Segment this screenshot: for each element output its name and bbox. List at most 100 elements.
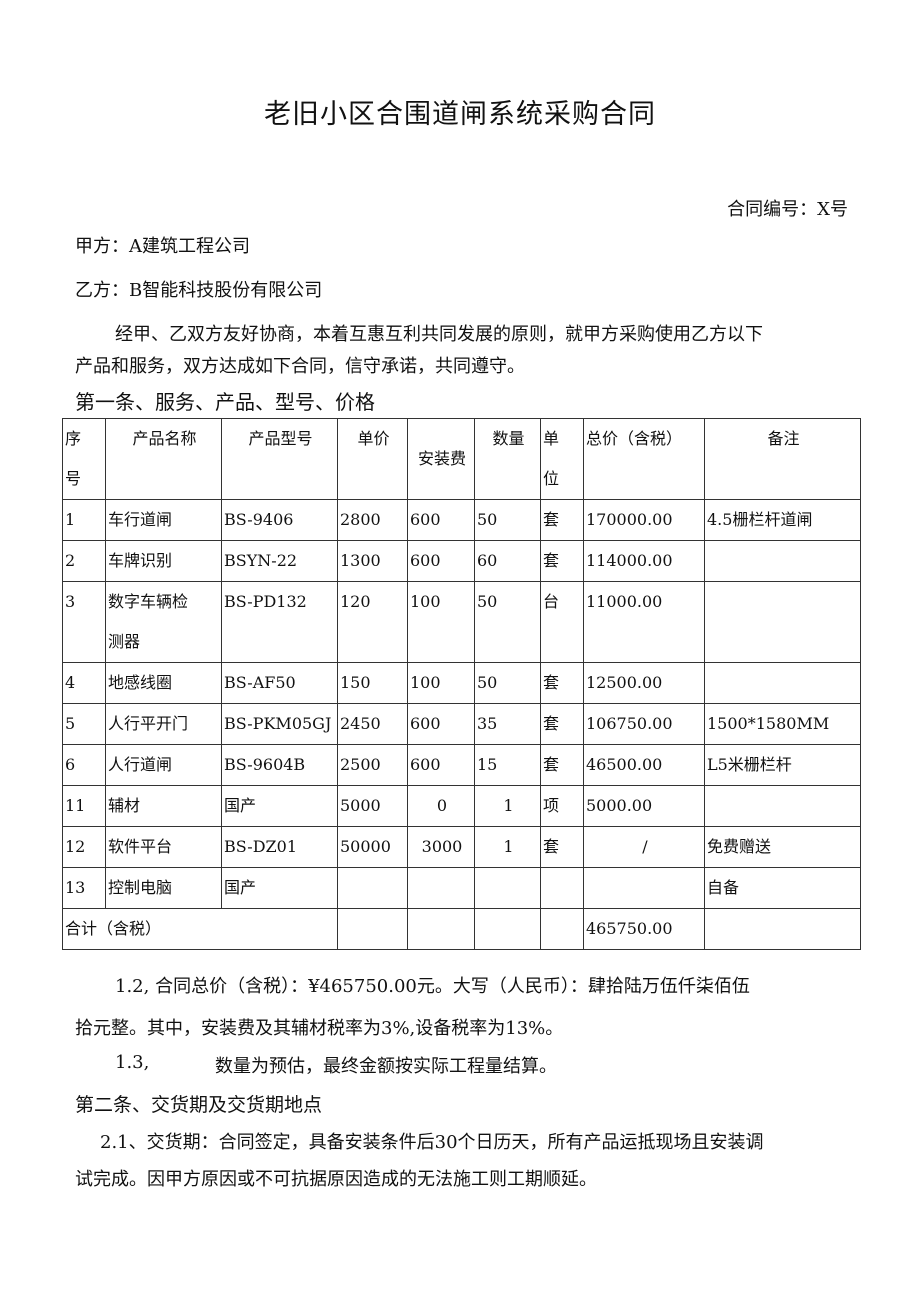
cell-model: 国产: [221, 867, 338, 909]
page-title: 老旧小区合围道闸系统采购合同: [264, 99, 656, 130]
cell-price: 1300: [337, 540, 408, 582]
cell-qty: 35: [474, 703, 541, 745]
header-price: 单价: [337, 418, 408, 500]
header-note: 备注: [704, 418, 861, 500]
cell-unit: [540, 867, 584, 909]
cell-model: BS-PD132: [221, 581, 338, 663]
header-install: 安装费: [407, 418, 475, 500]
empty-cell: [337, 908, 408, 950]
cell-price: 2450: [337, 703, 408, 745]
sum-row: 合计（含税） 465750.00: [62, 908, 861, 950]
header-model: 产品型号: [221, 418, 338, 500]
cell-note: [704, 785, 861, 827]
contract-number: 合同编号：X号: [727, 199, 848, 220]
cell-price: 2500: [337, 744, 408, 786]
cell-name: 软件平台: [105, 826, 222, 868]
sum-label: 合计（含税）: [62, 908, 338, 950]
cell-seq: 1: [62, 499, 106, 541]
cell-qty: 1: [474, 785, 541, 827]
cell-seq: 4: [62, 662, 106, 704]
header-unit: 单位: [540, 418, 584, 500]
cell-unit: 套: [540, 826, 584, 868]
cell-note: [704, 540, 861, 582]
cell-note: 免费赠送: [704, 826, 861, 868]
cell-model: BS-DZ01: [221, 826, 338, 868]
table-row: 3 数字车辆检 测器 BS-PD132 120 100 50 台 11000.00: [62, 581, 861, 663]
cell-qty: 1: [474, 826, 541, 868]
cell-model: BS-9604B: [221, 744, 338, 786]
cell-note: L5米栅栏杆: [704, 744, 861, 786]
cell-qty: 50: [474, 499, 541, 541]
sum-total: 465750.00: [583, 908, 705, 950]
cell-seq: 3: [62, 581, 106, 663]
cell-install: 100: [407, 662, 475, 704]
party-b: 乙方：B智能科技股份有限公司: [75, 280, 323, 301]
cell-price: 2800: [337, 499, 408, 541]
cell-total: /: [583, 826, 705, 868]
empty-cell: [474, 908, 541, 950]
cell-install: 600: [407, 499, 475, 541]
party-a: 甲方：A建筑工程公司: [75, 236, 250, 257]
cell-model: BSYN-22: [221, 540, 338, 582]
cell-install: [407, 867, 475, 909]
clause-2-1-line-1: 2.1、交货期：合同签定，具备安装条件后30个日历天，所有产品运抵现场且安装调: [100, 1132, 764, 1153]
cell-unit: 项: [540, 785, 584, 827]
cell-unit: 套: [540, 744, 584, 786]
table-row: 6 人行道闸 BS-9604B 2500 600 15 套 46500.00 L5米栅栏杆: [62, 744, 861, 786]
cell-name: 车牌识别: [105, 540, 222, 582]
clause-1-3-number: 1.3,: [115, 1052, 150, 1073]
cell-unit: 套: [540, 703, 584, 745]
intro-line-1: 经甲、乙双方友好协商，本着互惠互利共同发展的原则，就甲方采购使用乙方以下: [115, 324, 763, 345]
cell-unit: 套: [540, 662, 584, 704]
cell-qty: 60: [474, 540, 541, 582]
cell-name: 车行道闸: [105, 499, 222, 541]
cell-total: 170000.00: [583, 499, 705, 541]
cell-qty: 50: [474, 581, 541, 663]
cell-seq: 5: [62, 703, 106, 745]
cell-total: 114000.00: [583, 540, 705, 582]
clause-1-3: 数量为预估，最终金额按实际工程量结算。: [215, 1056, 557, 1077]
cell-total: 46500.00: [583, 744, 705, 786]
header-total: 总价（含税）: [583, 418, 705, 500]
cell-install: 100: [407, 581, 475, 663]
clause-1-2-line-1: 1.2, 合同总价（含税）：¥465750.00元。大写（人民币）：肆拾陆万伍仟…: [115, 976, 750, 997]
cell-price: 120: [337, 581, 408, 663]
cell-name: 辅材: [105, 785, 222, 827]
cell-name: 人行平开门: [105, 703, 222, 745]
header-name: 产品名称: [105, 418, 222, 500]
cell-note: 4.5栅栏杆道闸: [704, 499, 861, 541]
empty-cell: [407, 908, 475, 950]
cell-install: 600: [407, 540, 475, 582]
cell-name: 地感线圈: [105, 662, 222, 704]
cell-price: 50000: [337, 826, 408, 868]
table-row: 4 地感线圈 BS-AF50 150 100 50 套 12500.00: [62, 662, 861, 704]
clause-1-2-line-2: 拾元整。其中，安装费及其辅材税率为3%,设备税率为13%。: [75, 1018, 564, 1039]
cell-model: 国产: [221, 785, 338, 827]
section-1-heading: 第一条、服务、产品、型号、价格: [75, 390, 375, 414]
header-qty: 数量: [474, 418, 541, 500]
product-table: 序号 产品名称 产品型号 单价 安装费 数量 单位 总价（含税） 备注 1 车行道…: [62, 418, 861, 950]
table-row: 12 软件平台 BS-DZ01 50000 3000 1 套 / 免费赠送: [62, 826, 861, 868]
empty-cell: [704, 908, 861, 950]
table-header-row: 序号 产品名称 产品型号 单价 安装费 数量 单位 总价（含税） 备注: [62, 418, 861, 500]
cell-total: 5000.00: [583, 785, 705, 827]
cell-install: 0: [407, 785, 475, 827]
cell-qty: 15: [474, 744, 541, 786]
cell-unit: 套: [540, 499, 584, 541]
cell-total: [583, 867, 705, 909]
cell-model: BS-AF50: [221, 662, 338, 704]
cell-total: 106750.00: [583, 703, 705, 745]
cell-name: 控制电脑: [105, 867, 222, 909]
clause-2-1-line-2: 试完成。因甲方原因或不可抗据原因造成的无法施工则工期顺延。: [75, 1169, 597, 1190]
cell-seq: 6: [62, 744, 106, 786]
section-2-heading: 第二条、交货期及交货期地点: [75, 1094, 323, 1116]
intro-line-2: 产品和服务，双方达成如下合同，信守承诺，共同遵守。: [75, 356, 525, 377]
table-row: 13 控制电脑 国产 自备: [62, 867, 861, 909]
cell-install: 600: [407, 703, 475, 745]
cell-qty: 50: [474, 662, 541, 704]
cell-unit: 套: [540, 540, 584, 582]
table-row: 11 辅材 国产 5000 0 1 项 5000.00: [62, 785, 861, 827]
cell-total: 12500.00: [583, 662, 705, 704]
cell-seq: 13: [62, 867, 106, 909]
cell-name: 数字车辆检 测器: [105, 581, 222, 663]
